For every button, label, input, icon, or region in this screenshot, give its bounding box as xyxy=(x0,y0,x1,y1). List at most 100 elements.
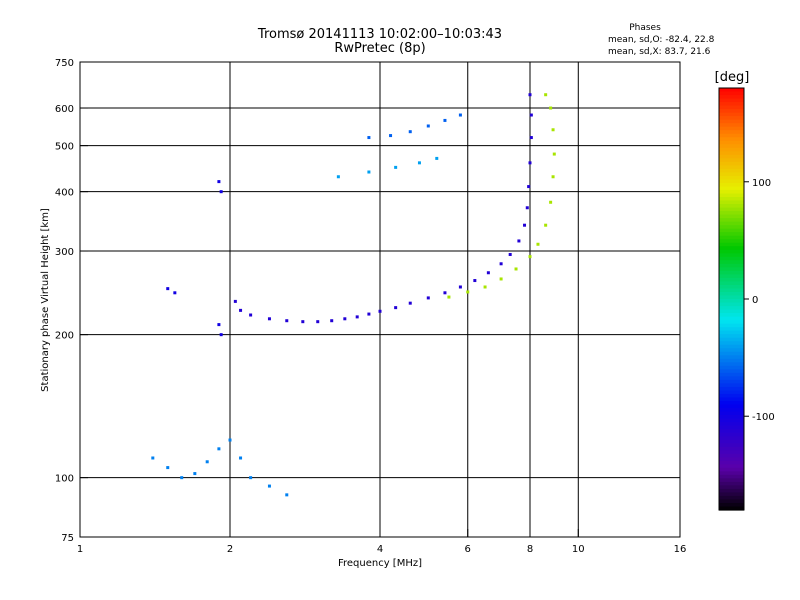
colorbar-segment xyxy=(719,102,744,107)
data-point xyxy=(447,295,451,299)
colorbar-segment xyxy=(719,140,744,145)
colorbar-segment xyxy=(719,397,744,402)
colorbar-segment xyxy=(719,214,744,219)
grid-lines xyxy=(80,62,680,537)
colorbar-segment xyxy=(719,204,744,209)
data-point xyxy=(219,190,223,194)
colorbar-segment xyxy=(719,355,744,360)
data-point xyxy=(343,317,347,321)
data-point xyxy=(529,136,533,140)
colorbar-segment xyxy=(719,88,744,93)
colorbar-tick-label: 100 xyxy=(752,178,771,189)
y-tick-label: 300 xyxy=(55,247,74,258)
data-point xyxy=(527,185,531,189)
colorbar-segment xyxy=(719,481,744,486)
colorbar-segment xyxy=(719,260,744,265)
colorbar-segment xyxy=(719,284,744,290)
colorbar: 100 0 -100 xyxy=(718,87,775,511)
colorbar-segment xyxy=(719,221,744,226)
colorbar-segment xyxy=(719,327,744,332)
data-point xyxy=(443,118,447,122)
colorbar-segment xyxy=(719,393,744,399)
data-point xyxy=(552,152,556,156)
data-point xyxy=(217,447,221,451)
colorbar-segment xyxy=(719,313,744,318)
colorbar-segment xyxy=(719,274,744,279)
colorbar-segment xyxy=(719,123,744,128)
y-tick-label: 750 xyxy=(55,58,74,69)
data-point xyxy=(228,438,232,442)
colorbar-segment xyxy=(719,186,744,191)
data-point xyxy=(426,296,430,300)
colorbar-segment xyxy=(719,376,744,381)
colorbar-segment xyxy=(719,495,744,501)
colorbar-segment xyxy=(719,281,744,286)
colorbar-segment xyxy=(719,137,744,142)
colorbar-segment xyxy=(719,126,744,131)
colorbar-segment xyxy=(719,379,744,384)
chart-title-line2: RwPretec (8p) xyxy=(334,41,425,56)
colorbar-segment xyxy=(719,193,744,198)
data-point xyxy=(549,106,553,110)
colorbar-segment xyxy=(719,460,744,465)
data-point xyxy=(426,124,430,128)
colorbar-segment xyxy=(719,158,744,163)
y-tick-label: 400 xyxy=(55,188,74,199)
colorbar-segment xyxy=(719,246,744,251)
colorbar-segment xyxy=(719,422,744,427)
colorbar-segment xyxy=(719,474,744,479)
data-point xyxy=(417,161,421,165)
y-tick-label: 75 xyxy=(61,533,74,544)
x-tick-label: 6 xyxy=(465,544,471,555)
data-point xyxy=(499,277,503,281)
colorbar-segment xyxy=(719,443,744,448)
colorbar-segment xyxy=(719,291,744,297)
data-point xyxy=(458,113,462,117)
colorbar-segment xyxy=(719,506,744,511)
data-point xyxy=(483,285,487,289)
colorbar-segment xyxy=(719,348,744,353)
colorbar-segment xyxy=(719,256,744,261)
colorbar-tick-label: -100 xyxy=(752,412,775,423)
colorbar-segment xyxy=(719,197,744,202)
colorbar-segment xyxy=(719,295,744,300)
colorbar-segment xyxy=(719,309,744,314)
colorbar-segment xyxy=(719,306,744,311)
data-point xyxy=(173,291,177,295)
colorbar-segment xyxy=(719,386,744,392)
colorbar-segment xyxy=(719,418,744,423)
colorbar-segment xyxy=(719,253,744,258)
colorbar-segment xyxy=(719,415,744,420)
data-point xyxy=(239,308,243,312)
colorbar-segment xyxy=(719,436,744,441)
data-point xyxy=(285,493,289,497)
colorbar-segment xyxy=(719,277,744,283)
colorbar-segment xyxy=(719,263,744,268)
colorbar-segment xyxy=(719,130,744,135)
data-point xyxy=(367,170,371,174)
data-point xyxy=(525,206,529,210)
x-tick-label: 16 xyxy=(674,544,687,555)
data-point xyxy=(517,239,521,243)
data-points xyxy=(151,93,556,497)
colorbar-segment xyxy=(719,464,744,469)
data-point xyxy=(508,252,512,256)
data-point xyxy=(316,320,320,324)
colorbar-segment xyxy=(719,341,744,346)
data-point xyxy=(528,255,532,259)
colorbar-segment xyxy=(719,270,744,275)
data-point xyxy=(473,279,477,283)
colorbar-segment xyxy=(719,429,744,434)
y-tick-label: 200 xyxy=(55,331,74,342)
colorbar-segment xyxy=(719,358,744,363)
x-tick-label: 10 xyxy=(572,544,585,555)
data-point xyxy=(551,175,555,179)
data-point xyxy=(180,476,184,480)
colorbar-segment xyxy=(719,344,744,349)
stats-heading: Phases xyxy=(629,23,661,33)
colorbar-segment xyxy=(719,432,744,437)
colorbar-segment xyxy=(719,154,744,159)
colorbar-segment xyxy=(719,390,744,395)
colorbar-segment xyxy=(719,408,744,413)
colorbar-segment xyxy=(719,168,744,173)
